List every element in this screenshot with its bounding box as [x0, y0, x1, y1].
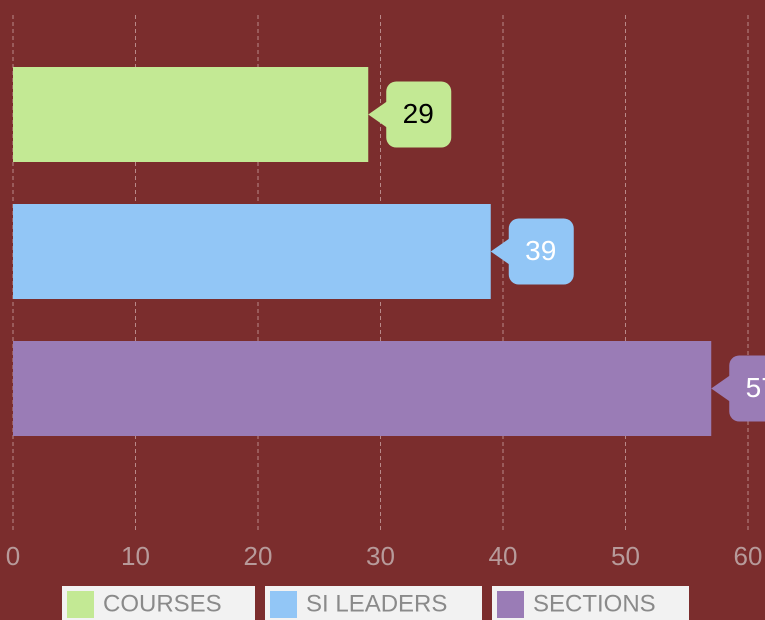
bar	[13, 204, 491, 299]
legend-box	[62, 586, 255, 620]
x-tick-label: 0	[6, 541, 20, 571]
bar	[13, 341, 712, 436]
x-tick-label: 20	[244, 541, 273, 571]
data-label-pointer	[490, 237, 511, 266]
data-label: 29	[403, 98, 434, 129]
legend-label: SI LEADERS	[306, 590, 447, 617]
data-label-box	[729, 355, 765, 422]
legend-box	[265, 586, 482, 620]
x-tick-label: 40	[489, 541, 518, 571]
legend-swatch	[67, 591, 94, 618]
x-tick-label: 60	[734, 541, 763, 571]
x-tick-label: 50	[611, 541, 640, 571]
data-label-pointer	[711, 374, 732, 403]
legend-label: COURSES	[103, 590, 222, 617]
data-label: 39	[525, 235, 556, 266]
x-tick-label: 10	[121, 541, 150, 571]
x-tick-label: 30	[366, 541, 395, 571]
data-label-box	[508, 218, 574, 285]
legend-swatch	[497, 591, 524, 618]
bar	[13, 67, 369, 162]
legend-swatch	[270, 591, 297, 618]
legend-box	[492, 586, 689, 620]
legend-label: SECTIONS	[533, 590, 656, 617]
data-label-pointer	[368, 100, 389, 129]
data-label: 57	[746, 372, 765, 403]
data-label-box	[386, 81, 452, 148]
